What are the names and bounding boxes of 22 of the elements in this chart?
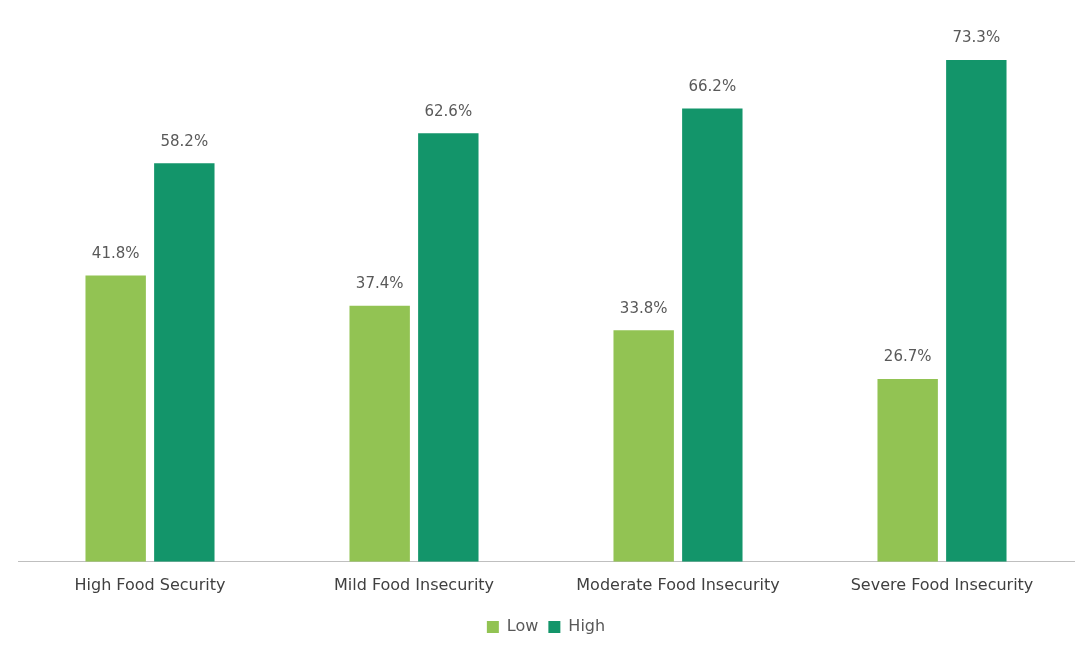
bar [349,305,410,562]
x-tick-label: Moderate Food Insecurity [576,574,780,594]
bar [877,378,938,562]
data-label: 66.2% [688,76,737,95]
data-label: 33.8% [619,298,668,317]
legend-label: High [568,616,606,636]
data-label: 37.4% [355,274,404,293]
x-tick-label: Severe Food Insecurity [850,574,1034,594]
bar [154,163,215,562]
bar [946,59,1007,562]
bar [682,108,743,562]
data-label: 62.6% [424,101,473,120]
legend-label: Low [506,616,539,636]
bar [613,330,674,562]
bar [418,133,479,562]
data-label: 73.3% [952,28,1001,47]
x-tick-label: Mild Food Insecurity [333,574,495,594]
data-label: 41.8% [91,243,140,262]
data-label: 26.7% [883,347,932,366]
x-tick-label: High Food Security [74,574,226,594]
data-label: 58.2% [160,131,209,150]
bar [85,275,146,562]
